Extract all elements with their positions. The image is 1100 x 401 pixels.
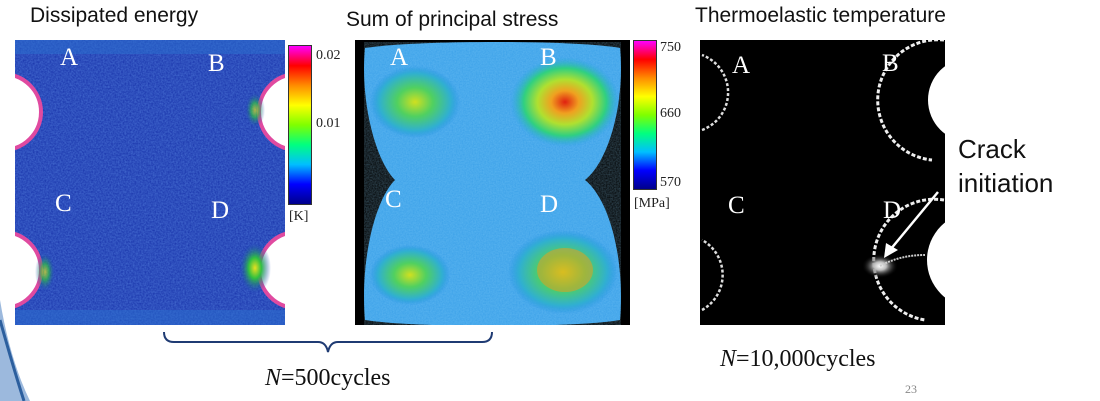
caption-10000-text: =10,000cycles	[736, 346, 876, 372]
crack-label-line2: initiation	[958, 168, 1054, 198]
colorbar2-unit: [MPa]	[634, 196, 670, 211]
colorbar2-tick-min: 570	[660, 175, 681, 190]
panel3-label-b: B	[882, 50, 899, 77]
title-dissipated-energy: Dissipated energy	[30, 4, 199, 27]
page-number: 23	[905, 382, 917, 396]
crack-label-line1: Crack	[958, 134, 1026, 164]
colorbar1-tick-mid: 0.01	[316, 116, 341, 131]
thermoelastic-temperature-map: A B C D	[700, 40, 945, 325]
principal-stress-map: A B C D	[355, 40, 630, 325]
panel1-label-c: C	[55, 190, 72, 217]
panel3-label-d: D	[883, 197, 902, 224]
principal-stress-image	[355, 40, 630, 325]
caption-10000-cycles: N=10,000cycles	[720, 346, 876, 373]
colorbar2-tick-mid: 660	[660, 106, 681, 121]
panel1-label-a: A	[60, 44, 79, 71]
dissipated-energy-image	[15, 40, 285, 325]
colorbar1-tick-max: 0.02	[316, 48, 341, 63]
colorbar2-tick-max: 750	[660, 40, 681, 55]
panel3-label-c: C	[728, 192, 745, 219]
panel1-label-b: B	[208, 50, 225, 77]
panel1-label-d: D	[211, 197, 230, 224]
title-thermoelastic-temperature: Thermoelastic temperature	[695, 4, 946, 27]
thermoelastic-image	[700, 40, 945, 325]
caption-500-cycles: N=500cycles	[265, 365, 391, 392]
colorbar1-unit: [K]	[289, 209, 309, 224]
panel3-label-a: A	[732, 52, 751, 79]
panel2-label-d: D	[540, 191, 559, 218]
caption-10000-variable: N	[720, 346, 737, 372]
cycles-bracket	[163, 331, 493, 353]
caption-500-variable: N	[265, 365, 282, 391]
title-sum-principal-stress: Sum of principal stress	[346, 8, 559, 31]
caption-500-text: =500cycles	[281, 365, 391, 391]
panel2-label-b: B	[540, 44, 557, 71]
colorbar-dissipated-energy	[288, 45, 312, 205]
colorbar-principal-stress	[633, 40, 657, 190]
slide-accent-curve	[0, 300, 30, 401]
dissipated-energy-map: A B C D	[15, 40, 285, 325]
panel2-label-c: C	[385, 186, 402, 213]
panel2-label-a: A	[390, 44, 409, 71]
crack-initiation-label: Crack initiation	[958, 132, 1053, 200]
